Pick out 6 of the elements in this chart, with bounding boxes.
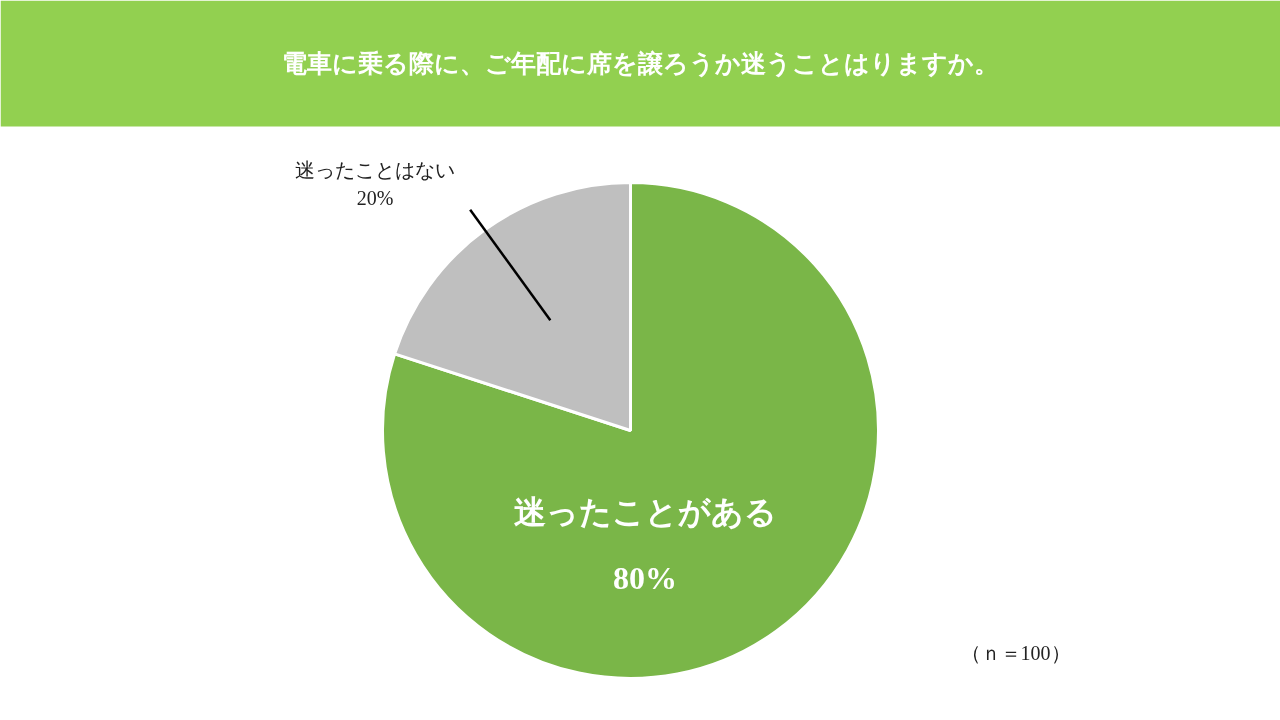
text: （ｎ＝100） [960,641,1071,664]
chart-title: 電車に乗る際に、ご年配に席を譲ろうか迷うことはりますか。 [282,50,999,78]
data-label: 80% [613,560,678,597]
data-label: 20% [356,186,394,209]
slice-label: 迷ったことはない [295,158,456,181]
slice-label: 迷ったことがある [513,494,777,531]
